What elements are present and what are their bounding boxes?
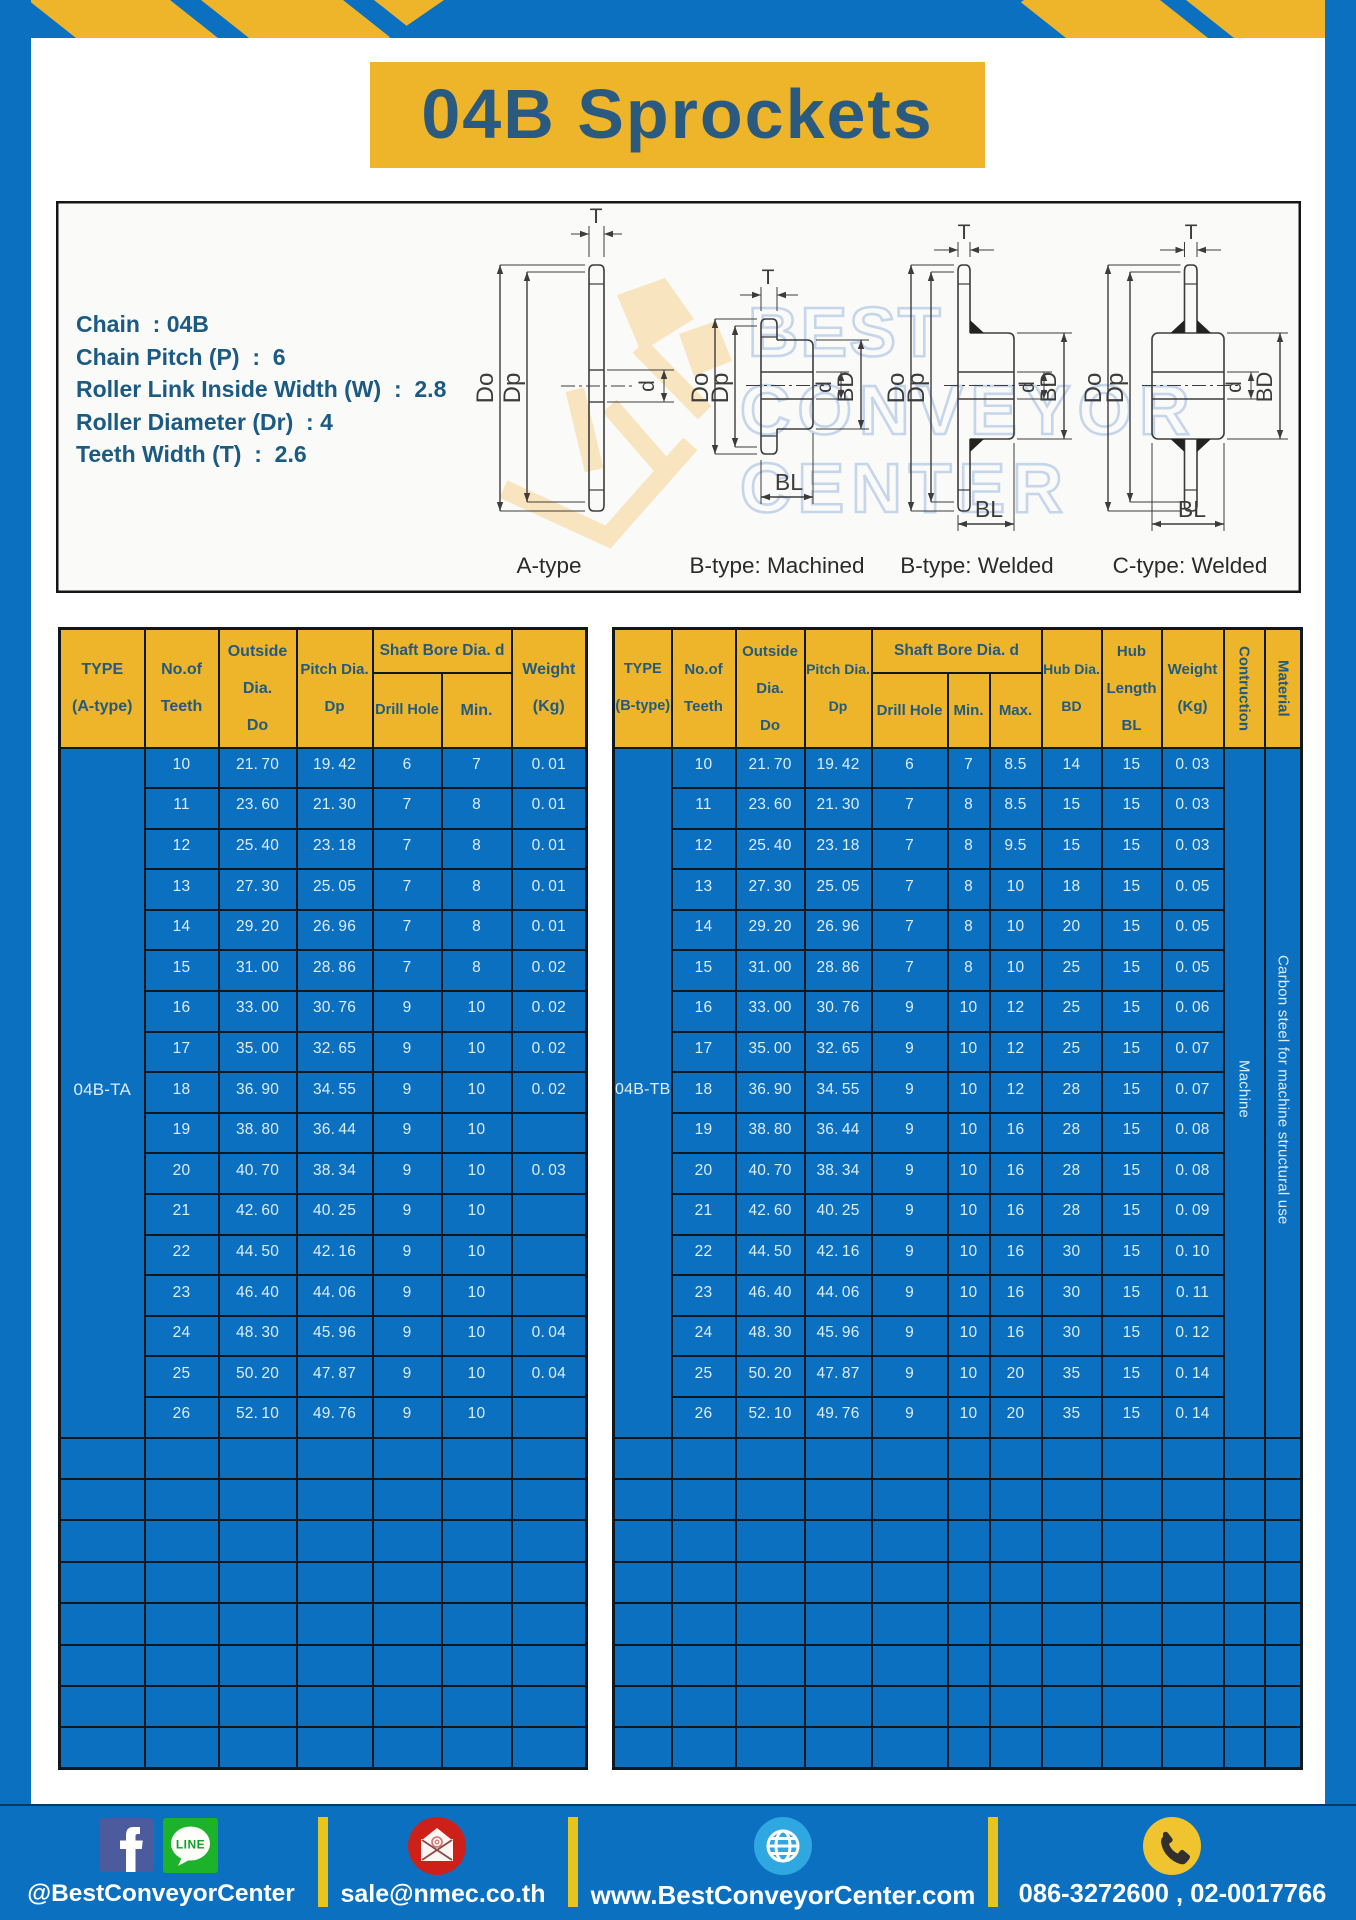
svg-text:C-type: Welded: C-type: Welded	[1113, 553, 1268, 578]
svg-text:A-type: A-type	[516, 553, 581, 578]
svg-text:Dp: Dp	[903, 373, 930, 404]
svg-text:Do: Do	[1080, 373, 1107, 404]
svg-text:B-type: Machined: B-type: Machined	[689, 553, 864, 578]
svg-text:CENTER: CENTER	[740, 449, 1070, 527]
svg-text:BL: BL	[1178, 496, 1206, 522]
svg-text:T: T	[762, 266, 775, 289]
svg-text:Do: Do	[883, 373, 910, 404]
svg-text:BEST: BEST	[748, 293, 943, 371]
svg-text:Dp: Dp	[707, 373, 734, 404]
svg-text:BL: BL	[975, 496, 1003, 522]
svg-text:Do: Do	[472, 373, 499, 404]
svg-text:T: T	[1185, 221, 1198, 244]
svg-text:BD: BD	[1036, 372, 1061, 403]
svg-text:Dp: Dp	[499, 373, 526, 404]
svg-text:Dp: Dp	[1102, 373, 1129, 404]
svg-text:CONVEYOR: CONVEYOR	[740, 371, 1197, 449]
svg-text:T: T	[590, 205, 603, 228]
svg-text:B-type: Welded: B-type: Welded	[900, 553, 1053, 578]
svg-text:T: T	[958, 221, 971, 244]
svg-text:BD: BD	[1252, 372, 1277, 403]
svg-text:d: d	[813, 381, 836, 393]
svg-text:LINE: LINE	[176, 1838, 205, 1852]
svg-text:d: d	[1223, 381, 1246, 393]
svg-text:d: d	[1016, 381, 1039, 393]
svg-text:BD: BD	[833, 372, 858, 403]
svg-text:Do: Do	[687, 373, 714, 404]
svg-text:BL: BL	[775, 469, 803, 495]
svg-text:d: d	[636, 380, 659, 392]
